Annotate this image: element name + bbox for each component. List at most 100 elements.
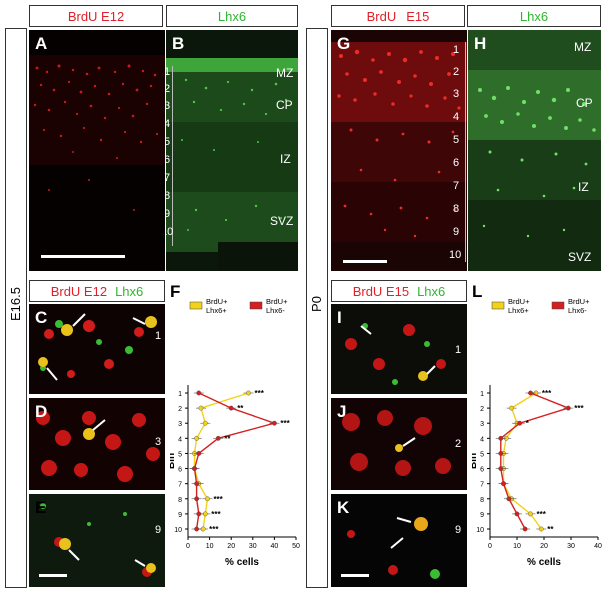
x-axis-label: % cells [527, 557, 561, 568]
bin-label: 6 [453, 157, 460, 169]
panel-letter-b: B [172, 34, 185, 53]
y-tick-label: 8 [178, 497, 182, 504]
zone-iz-h: IZ [578, 180, 589, 194]
bin-label: 10 [166, 226, 174, 238]
legend-label: Lhx6+ [508, 306, 529, 315]
significance-label: ** [224, 434, 231, 443]
data-point [272, 420, 277, 426]
bin-label: 2 [453, 66, 460, 78]
x-tick-label: 40 [271, 543, 279, 550]
y-tick-label: 6 [480, 467, 484, 474]
micrograph-g: G [331, 30, 467, 271]
data-point [514, 511, 520, 517]
x-tick-label: 10 [513, 543, 521, 550]
micrograph-j: J 2 [331, 398, 467, 490]
y-tick-label: 8 [480, 497, 484, 504]
data-point [498, 466, 504, 471]
lhx6-texture-b [166, 58, 298, 271]
significance-label: *** [211, 510, 221, 519]
significance-label: *** [542, 389, 552, 398]
micrograph-h: H MZ CP IZ SVZ [468, 30, 601, 271]
panel-letter-a: A [35, 34, 48, 53]
header-text: Lhx6 [115, 283, 144, 299]
significance-label: *** [209, 525, 219, 534]
data-point [194, 526, 200, 532]
data-point [192, 466, 197, 471]
panel-letter-j: J [337, 402, 347, 421]
panel-letter-k: K [337, 498, 350, 517]
x-tick-label: 10 [206, 543, 214, 550]
micrograph-b: B MZ CP IZ SVZ 1 2 3 4 5 6 7 8 9 10 [166, 30, 298, 271]
header-text: BrdU E15 [352, 283, 410, 299]
micrograph-c: C 1 [29, 304, 165, 394]
header-text: BrdU E12 [50, 283, 108, 299]
significance-label: *** [537, 510, 547, 519]
panel-letter-i: I [337, 308, 342, 327]
y-tick-label: 2 [480, 406, 484, 413]
significance-label: *** [574, 404, 584, 413]
y-tick-label: 9 [480, 512, 484, 519]
inset-bin-e: 9 [155, 524, 162, 536]
bin-label: 3 [166, 100, 171, 112]
zone-mz-h: MZ [574, 40, 592, 54]
bin-label: 6 [166, 154, 171, 166]
legend-label: Lhx6- [266, 306, 285, 315]
legend-label: Lhx6+ [206, 306, 227, 315]
data-point [528, 390, 533, 396]
y-tick-label: 4 [178, 436, 182, 443]
legend-swatch [491, 301, 505, 310]
legend-swatch [189, 301, 203, 310]
bin-label: 1 [453, 44, 460, 56]
header-text: Lhx6 [519, 8, 549, 24]
inset-cells-d [36, 411, 160, 482]
series-line [193, 392, 277, 530]
series-line [502, 392, 542, 530]
zone-cp-b: CP [276, 98, 293, 112]
y-tick-label: 3 [178, 421, 182, 428]
data-point [565, 405, 571, 411]
x-tick-label: 50 [292, 543, 300, 550]
x-tick-label: 40 [594, 543, 602, 550]
data-point [202, 420, 208, 426]
significance-label: *** [254, 389, 264, 398]
bin-label: 5 [453, 134, 460, 146]
side-label-box-p0 [306, 28, 328, 588]
scale-bar-g [343, 260, 387, 263]
x-axis-label: % cells [225, 557, 259, 568]
y-tick-label: 9 [178, 512, 182, 519]
data-point [498, 435, 504, 441]
inset-bin-c: 1 [155, 330, 162, 342]
header-brdu-e15: BrdU E15 [331, 5, 465, 27]
zone-svz-b: SVZ [270, 214, 294, 228]
legend-swatch [249, 301, 263, 310]
y-tick-label: 6 [178, 467, 182, 474]
y-axis-label: Bin [170, 453, 177, 469]
data-point [196, 451, 202, 456]
y-tick-label: 1 [178, 391, 182, 398]
inset-cells-c [38, 313, 157, 381]
zone-mz-b: MZ [276, 66, 294, 80]
bin-label: 8 [453, 203, 460, 215]
header-text: BrdU [366, 8, 397, 24]
y-tick-label: 3 [480, 421, 484, 428]
side-label-box-e16 [5, 28, 27, 588]
header-text: BrdU E12 [67, 8, 125, 24]
data-point [194, 435, 200, 441]
legend-label: BrdU+ [568, 297, 590, 306]
panel-letter-d: D [35, 402, 48, 421]
series-line [193, 392, 249, 530]
bin-label: 10 [449, 249, 462, 261]
y-tick-label: 7 [178, 482, 182, 489]
micrograph-k: K 9 [331, 494, 467, 587]
bin-label: 4 [453, 111, 460, 123]
inset-bin-d: 3 [155, 436, 162, 448]
panel-letter-h: H [474, 34, 487, 53]
data-point [528, 511, 533, 517]
bin-label: 7 [166, 172, 171, 184]
header-brdu-e12: BrdU E12 [29, 5, 163, 27]
legend-label: BrdU+ [508, 297, 530, 306]
zone-svz-h: SVZ [568, 250, 592, 264]
micrograph-d: D 3 [29, 398, 165, 490]
side-label-p0: P0 [309, 296, 324, 312]
